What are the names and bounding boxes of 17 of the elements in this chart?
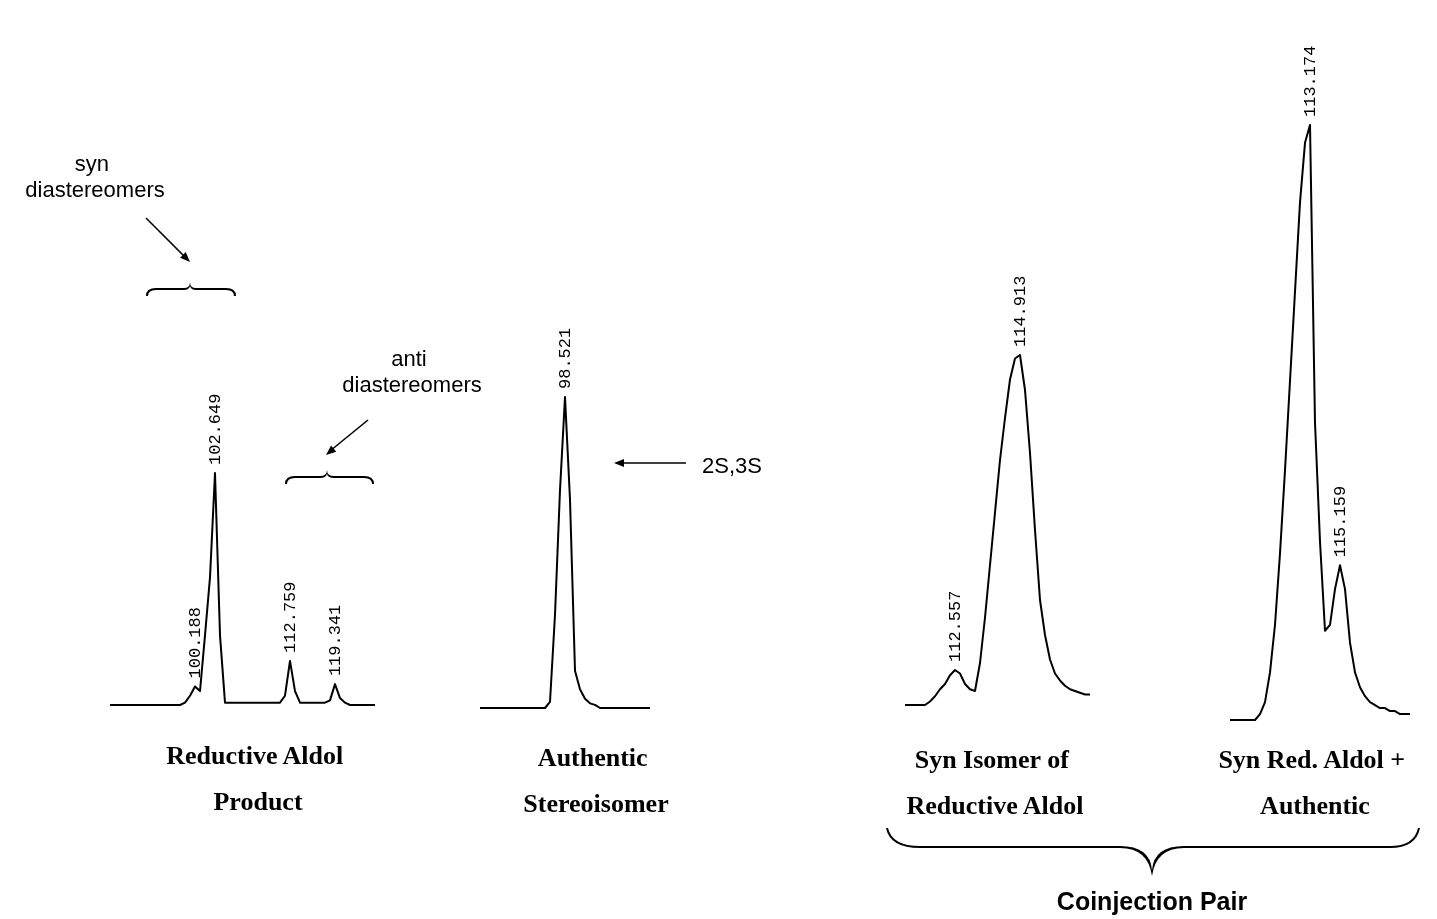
x-axis-title: Reductive Aldol Product [166,740,350,816]
x-axis-title: Syn Red. Aldol + Authentic [1218,744,1412,820]
text: syn diastereomers [25,150,165,202]
x-axis-title: Authentic Stereoisomer [523,742,669,818]
annotation: 112.557 [945,590,965,662]
annotation: 119.341 [325,604,345,677]
annotation: 102.649 [205,393,225,465]
annotation: 100.188 [185,607,205,679]
annotation: 112.759 [280,581,300,653]
annotation: 98.521 [555,327,575,389]
x-axis-title: Syn Isomer of Reductive Aldol [906,744,1084,820]
annotation: 113.174 [1300,45,1320,117]
text: anti diastereomers [342,345,482,397]
text: 2S,3S [702,452,762,478]
annotation: 114.913 [1010,275,1030,347]
annotation: 115.159 [1330,485,1350,558]
text: Coinjection Pair [1056,887,1248,915]
